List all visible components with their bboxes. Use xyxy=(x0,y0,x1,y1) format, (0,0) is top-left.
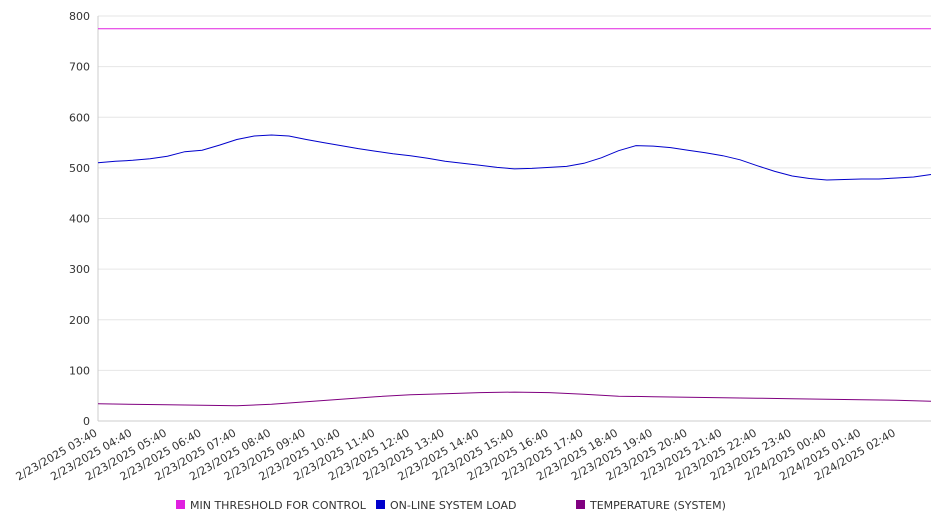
legend: MIN THRESHOLD FOR CONTROL ON-LINE SYSTEM … xyxy=(176,499,726,512)
y-tick-label: 500 xyxy=(69,162,90,175)
axes xyxy=(97,16,931,422)
y-tick-label: 200 xyxy=(69,314,90,327)
y-tick-label: 700 xyxy=(69,61,90,74)
y-tick-label: 600 xyxy=(69,111,90,124)
legend-swatch xyxy=(376,500,385,509)
series-line xyxy=(97,391,932,407)
legend-swatch xyxy=(576,500,585,509)
y-tick-label: 300 xyxy=(69,263,90,276)
y-axis-ticks: 0 100 200 300 400 500 600 700 800 xyxy=(69,10,90,428)
y-tick-label: 100 xyxy=(69,364,90,377)
grid-lines xyxy=(98,15,931,422)
series-lines xyxy=(97,28,932,407)
legend-swatch xyxy=(176,500,185,509)
y-tick-label: 400 xyxy=(69,213,90,226)
series-line xyxy=(97,134,932,181)
x-axis-ticks: 2/23/2025 03:402/23/2025 04:402/23/2025 … xyxy=(14,426,898,483)
legend-label: MIN THRESHOLD FOR CONTROL xyxy=(190,499,367,512)
y-tick-label: 0 xyxy=(83,415,90,428)
y-tick-label: 800 xyxy=(69,10,90,23)
legend-label: ON-LINE SYSTEM LOAD xyxy=(390,499,516,512)
legend-label: TEMPERATURE (SYSTEM) xyxy=(589,499,726,512)
